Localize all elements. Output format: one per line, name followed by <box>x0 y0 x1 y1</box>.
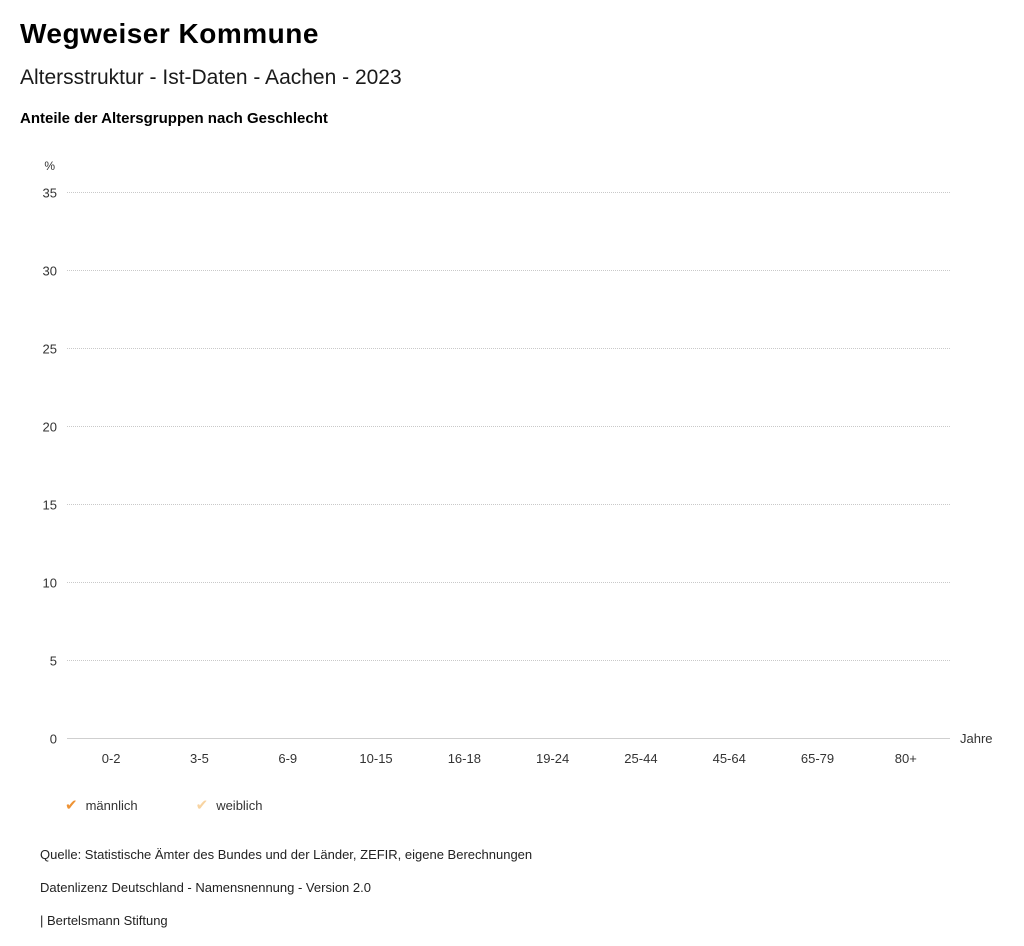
plot-area: % Jahre 0 5 10 15 20 25 30 35 <box>43 159 993 747</box>
gridline <box>67 192 950 193</box>
x-axis-tick-label: 0-2 <box>101 751 121 766</box>
gridline <box>67 270 950 271</box>
legend-label: männlich <box>85 798 138 813</box>
chart-legend: ✔ männlich ✔ weiblich <box>65 798 1024 813</box>
legend-check-icon: ✔ <box>195 797 209 814</box>
x-axis-unit-label: Jahre <box>960 731 993 746</box>
bar-groups <box>67 193 950 739</box>
gridline <box>67 348 950 349</box>
chart-heading: Anteile der Altersgruppen nach Geschlech… <box>20 110 328 127</box>
page-title: Wegweiser Kommune <box>20 18 319 49</box>
gridline <box>67 660 950 661</box>
x-axis-tick-label: 3-5 <box>190 751 209 766</box>
bar-group <box>244 193 332 739</box>
x-axis-tick-label: 80+ <box>894 751 917 766</box>
y-axis-tick-label: 0 <box>49 731 57 747</box>
bar-group <box>332 193 420 739</box>
bar-group <box>862 193 950 739</box>
legend-item-männlich[interactable]: ✔ männlich <box>65 798 138 813</box>
x-axis-labels: 0-2 3-5 6-9 10-15 16-18 19-24 25-44 45-64 65-79 8… <box>67 739 950 766</box>
x-axis-tick-label: 19-24 <box>536 751 570 766</box>
bar-group <box>155 193 243 739</box>
license-note: Datenlizenz Deutschland - Namensnennung … <box>40 880 371 895</box>
x-axis-tick-label: 16-18 <box>447 751 481 766</box>
source-note: Quelle: Statistische Ämter des Bundes un… <box>40 847 533 862</box>
legend-label: weiblich <box>216 798 263 813</box>
legend-item-weiblich[interactable]: ✔ weiblich <box>196 798 263 813</box>
bar-group <box>773 193 861 739</box>
x-axis-tick-label: 10-15 <box>359 751 393 766</box>
bar-group <box>67 193 155 739</box>
bar-group <box>508 193 596 739</box>
attribution-note: | Bertelsmann Stiftung <box>40 913 168 928</box>
y-axis-tick-label: 5 <box>49 653 57 669</box>
bar-group <box>420 193 508 739</box>
x-axis-tick-label: 45-64 <box>712 751 746 766</box>
y-axis-unit-label: % <box>44 159 55 173</box>
y-axis-tick-label: 30 <box>42 263 57 279</box>
bar-group <box>685 193 773 739</box>
x-axis-tick-label: 65-79 <box>800 751 835 766</box>
footer: Quelle: Statistische Ämter des Bundes un… <box>40 847 1024 928</box>
y-axis-tick-label: 15 <box>42 497 57 513</box>
bar-group <box>597 193 685 739</box>
gridline <box>67 426 950 427</box>
y-axis-tick-label: 10 <box>42 575 57 591</box>
gridline <box>67 504 950 505</box>
x-axis-baseline <box>67 738 950 739</box>
bar-chart: % Jahre 0 5 10 15 20 25 30 35 0-2 3-5 6-9 10-15 16-… <box>43 159 993 766</box>
y-axis-tick-label: 25 <box>42 341 57 357</box>
gridline <box>67 582 950 583</box>
x-axis-tick-label: 6-9 <box>278 751 298 766</box>
y-axis-tick-label: 20 <box>42 419 57 435</box>
legend-check-icon: ✔ <box>65 797 78 814</box>
y-axis-tick-label: 35 <box>42 185 57 201</box>
chart-subtitle: Altersstruktur - Ist-Daten - Aachen - 20… <box>20 66 402 89</box>
x-axis-tick-label: 25-44 <box>624 751 658 766</box>
